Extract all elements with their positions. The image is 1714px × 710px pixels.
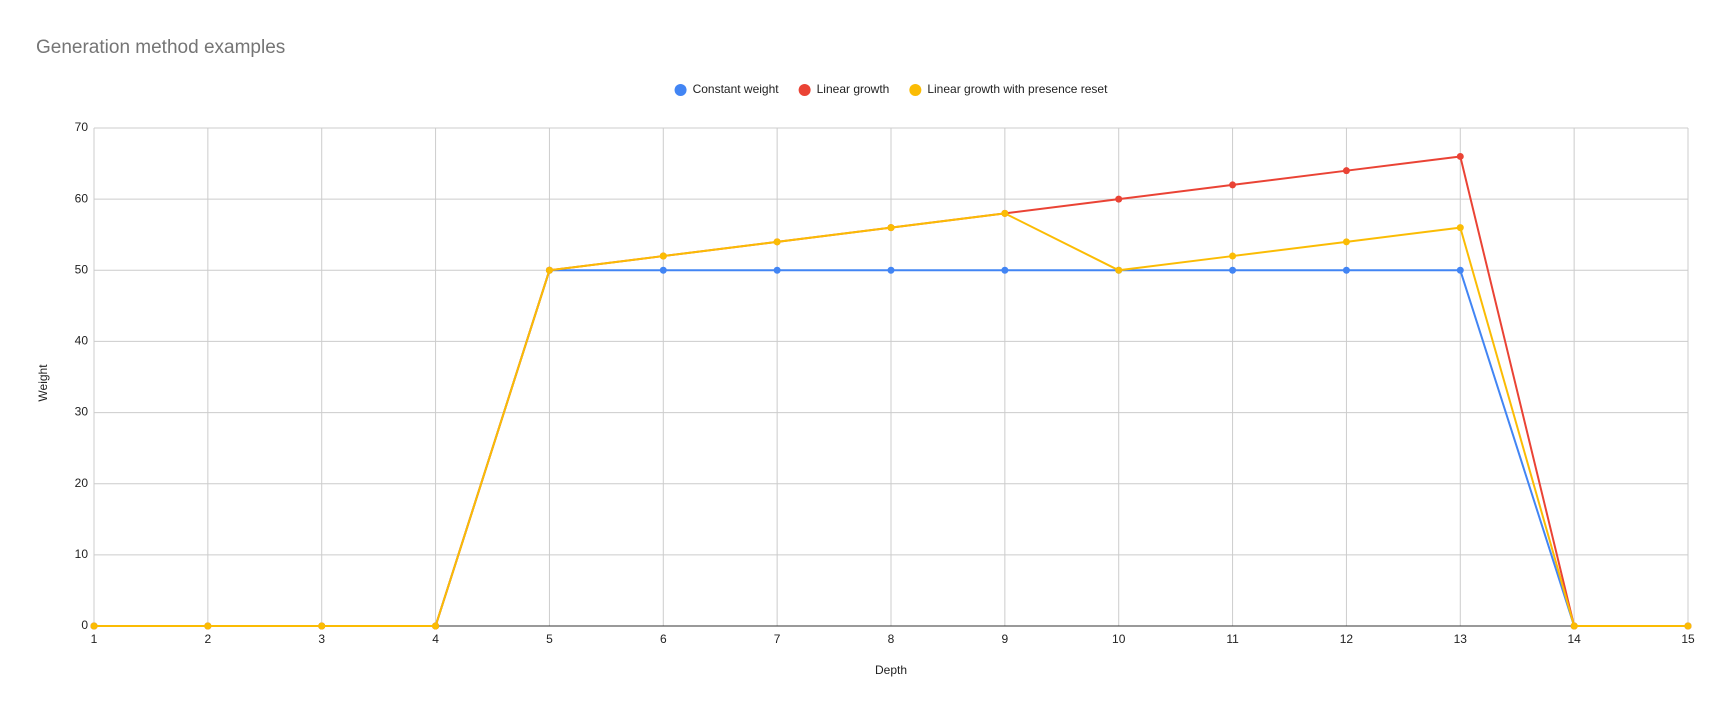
x-tick-label: 7 <box>774 632 781 646</box>
data-point <box>887 224 895 232</box>
data-point <box>1342 238 1350 246</box>
y-tick-label: 60 <box>75 191 89 205</box>
x-tick-label: 11 <box>1226 632 1239 646</box>
x-tick-label: 9 <box>1002 632 1009 646</box>
data-point <box>659 252 667 260</box>
data-point <box>1570 622 1578 630</box>
chart-title: Generation method examples <box>36 37 285 58</box>
x-tick-label: 12 <box>1340 632 1354 646</box>
data-point <box>1342 266 1350 274</box>
data-point <box>318 622 326 630</box>
y-tick-label: 0 <box>81 618 88 632</box>
x-tick-label: 13 <box>1454 632 1468 646</box>
x-tick-label: 10 <box>1112 632 1126 646</box>
x-tick-label: 3 <box>318 632 325 646</box>
y-tick-label: 20 <box>75 476 89 490</box>
legend-swatch <box>798 84 811 96</box>
data-point <box>773 266 781 274</box>
legend: Constant weight Linear growth Linear growt… <box>674 82 1108 96</box>
y-tick-label: 50 <box>75 262 89 276</box>
y-tick-label: 40 <box>75 334 89 348</box>
x-tick-label: 8 <box>888 632 895 646</box>
data-point <box>1115 195 1123 203</box>
data-point <box>1229 252 1237 260</box>
legend-item: Constant weight <box>674 82 780 96</box>
data-point <box>659 266 667 274</box>
data-point <box>1684 622 1692 630</box>
legend-item: Linear growth with presence reset <box>909 82 1108 96</box>
data-point <box>1456 224 1464 232</box>
y-tick-label: 70 <box>75 120 89 134</box>
data-point <box>887 266 895 274</box>
x-axis-label: Depth <box>875 663 907 677</box>
data-point <box>545 266 553 274</box>
x-tick-label: 1 <box>91 632 98 646</box>
x-tick-label: 15 <box>1681 632 1695 646</box>
legend-swatch <box>674 84 687 96</box>
x-tick-label: 6 <box>660 632 667 646</box>
legend-label: Linear growth <box>817 82 890 96</box>
legend-swatch <box>909 84 922 96</box>
data-point <box>773 238 781 246</box>
data-point <box>90 622 98 630</box>
legend-label: Constant weight <box>693 82 780 96</box>
data-point <box>1115 266 1123 274</box>
x-tick-label: 14 <box>1567 632 1581 646</box>
data-point <box>1001 209 1009 217</box>
data-point <box>1229 181 1237 189</box>
data-point <box>432 622 440 630</box>
data-point <box>1456 152 1464 160</box>
y-tick-label: 10 <box>75 547 89 561</box>
legend-item: Linear growth <box>798 82 890 96</box>
data-point <box>1342 167 1350 175</box>
data-point <box>1001 266 1009 274</box>
data-point <box>204 622 212 630</box>
x-tick-label: 4 <box>432 632 439 646</box>
legend-label: Linear growth with presence reset <box>927 82 1108 96</box>
data-point <box>1229 266 1237 274</box>
x-tick-label: 5 <box>546 632 553 646</box>
y-axis-label: Weight <box>36 364 50 402</box>
y-tick-label: 30 <box>75 405 89 419</box>
x-tick-label: 2 <box>205 632 212 646</box>
data-point <box>1456 266 1464 274</box>
